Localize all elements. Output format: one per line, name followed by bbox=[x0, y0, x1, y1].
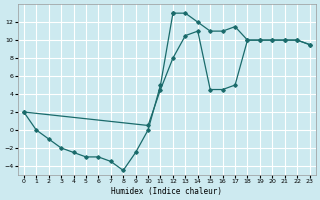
X-axis label: Humidex (Indice chaleur): Humidex (Indice chaleur) bbox=[111, 187, 222, 196]
